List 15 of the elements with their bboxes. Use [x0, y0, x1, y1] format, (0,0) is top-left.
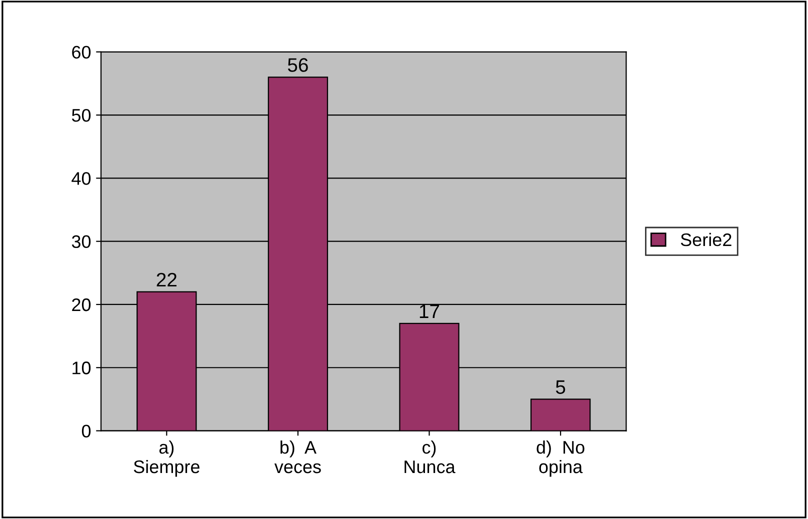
y-tick-label: 60 — [72, 46, 91, 59]
legend-label: Serie2 — [680, 232, 732, 246]
y-tick-label: 20 — [72, 298, 91, 312]
y-tick-label: 0 — [82, 424, 91, 438]
y-tick-label: 10 — [72, 362, 91, 374]
x-tick-label: b) A veces — [274, 440, 321, 474]
y-tick-label: 40 — [72, 172, 91, 185]
x-tick-label: a) Siempre — [134, 440, 200, 477]
y-tick-label: 50 — [72, 108, 91, 122]
data-label: 22 — [156, 272, 176, 286]
data-label: 56 — [288, 58, 308, 72]
data-label: 5 — [556, 380, 566, 394]
x-tick-label: c) Nunca — [404, 440, 456, 474]
y-tick-label: 30 — [72, 235, 91, 248]
x-tick-label: d) No opina — [536, 440, 584, 477]
